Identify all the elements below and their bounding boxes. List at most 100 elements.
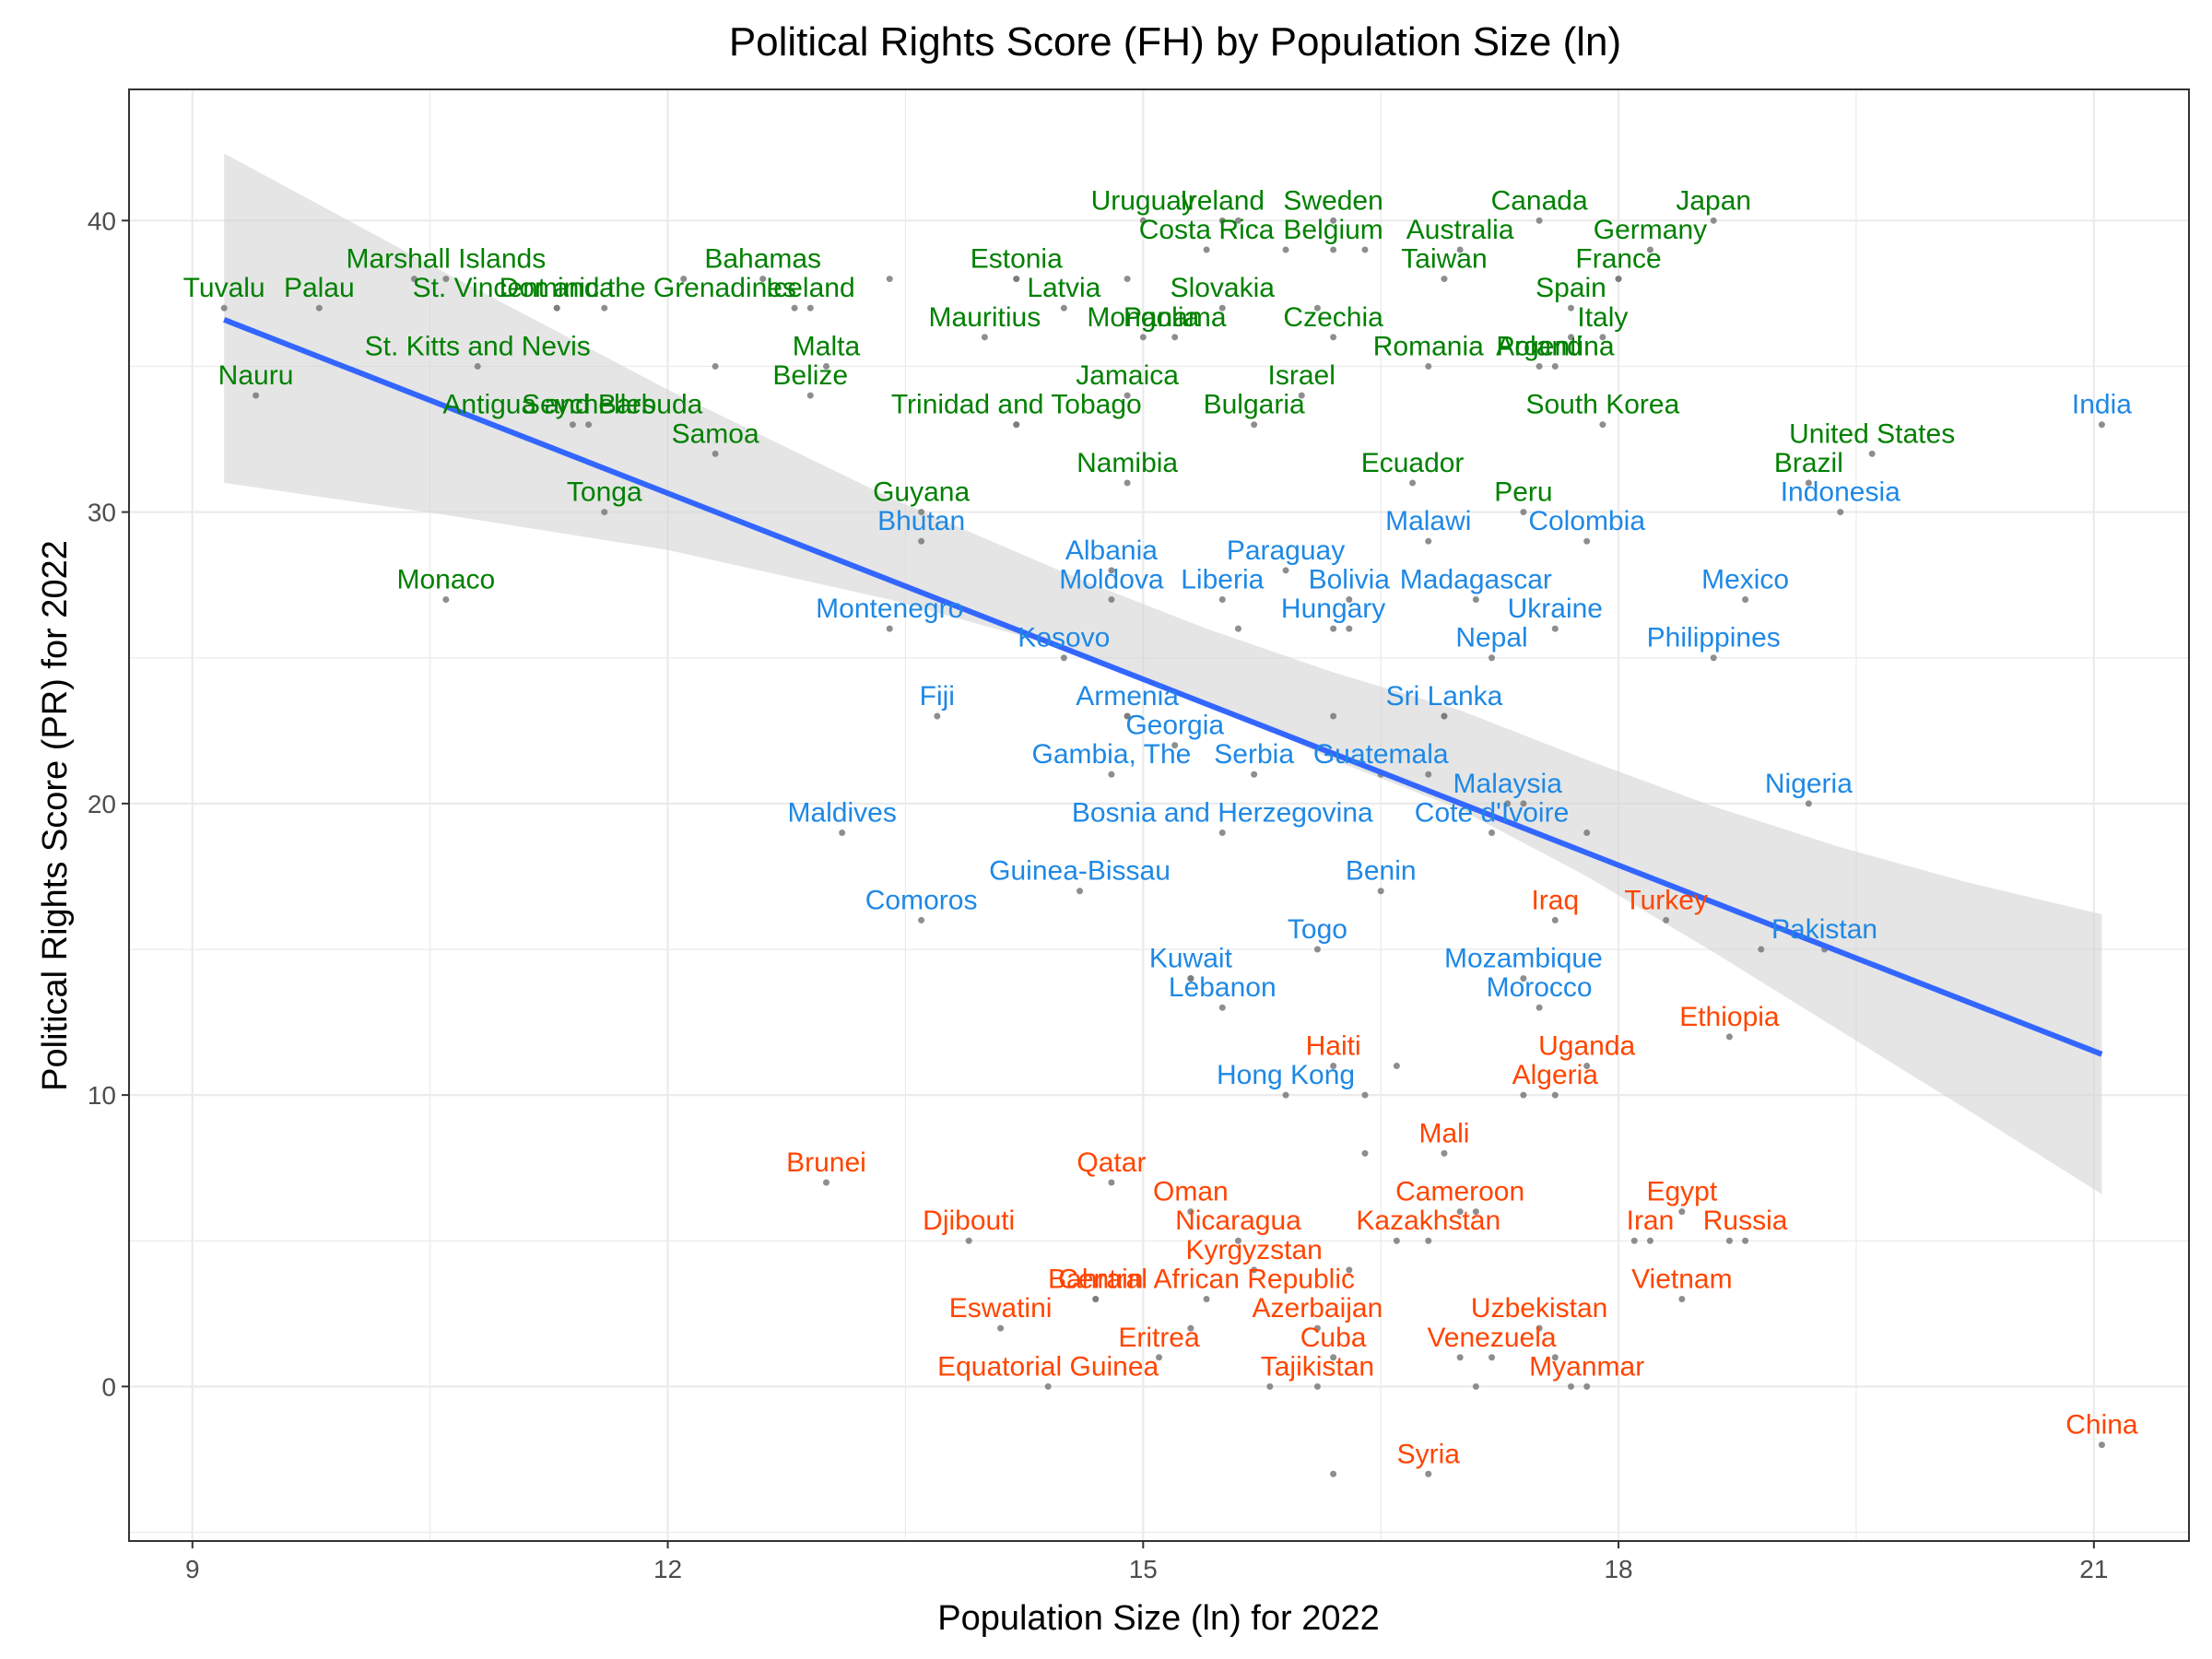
point-label: Bosnia and Herzegovina xyxy=(1072,797,1373,828)
point-label: Canada xyxy=(1491,185,1588,216)
data-point xyxy=(1108,771,1115,778)
point-label: Japan xyxy=(1676,185,1751,216)
data-point xyxy=(1551,625,1559,632)
point-label: Morocco xyxy=(1487,972,1593,1003)
point-label: Togo xyxy=(1288,914,1347,945)
data-point xyxy=(1282,246,1289,253)
data-point xyxy=(1251,771,1258,778)
data-point xyxy=(474,362,481,370)
data-point xyxy=(1678,1296,1686,1302)
point-label: Philippines xyxy=(1647,623,1781,653)
point-label: Sweden xyxy=(1283,185,1382,216)
point-label: Djibouti xyxy=(923,1206,1015,1236)
point-label: Italy xyxy=(1577,302,1628,333)
data-point xyxy=(1361,1149,1369,1157)
point-label: Estonia xyxy=(971,244,1063,275)
point-label: Kazakhstan xyxy=(1356,1206,1500,1236)
data-point xyxy=(1568,334,1574,341)
data-point xyxy=(1218,829,1226,836)
data-point xyxy=(1282,567,1289,574)
data-point xyxy=(1203,1296,1210,1302)
x-tick-label: 18 xyxy=(1604,1555,1632,1583)
data-point xyxy=(1330,1470,1337,1477)
data-point xyxy=(1742,595,1749,603)
point-label: Gambia, The xyxy=(1031,739,1191,770)
x-tick-label: 9 xyxy=(185,1555,200,1583)
data-point xyxy=(1520,800,1527,807)
point-label: Uganda xyxy=(1538,1030,1635,1061)
data-point xyxy=(1472,1382,1479,1390)
data-point xyxy=(981,334,988,341)
point-label: Iraq xyxy=(1531,885,1579,915)
data-point xyxy=(1139,334,1147,341)
point-label: Mexico xyxy=(1701,564,1789,594)
data-point xyxy=(1520,1091,1527,1099)
data-point xyxy=(997,1324,1005,1332)
plot-panel-border xyxy=(128,88,2190,1542)
point-label: Mauritius xyxy=(929,302,1041,333)
point-label: South Korea xyxy=(1525,390,1679,420)
point-label: Guyana xyxy=(873,477,970,508)
point-label: Liberia xyxy=(1181,564,1264,594)
data-point xyxy=(1551,1354,1559,1361)
point-label: Nauru xyxy=(218,360,294,391)
point-label: Mali xyxy=(1418,1118,1469,1148)
data-point xyxy=(1156,1354,1162,1361)
data-point xyxy=(1313,946,1321,953)
data-point xyxy=(1330,334,1337,341)
data-point xyxy=(442,276,450,283)
data-point xyxy=(1282,1091,1289,1099)
point-label: Trinidad and Tobago xyxy=(891,390,1142,420)
y-tick-label: 40 xyxy=(88,206,116,235)
data-point xyxy=(918,916,925,924)
point-label: Malaysia xyxy=(1453,769,1563,799)
point-label: Panama xyxy=(1124,302,1227,333)
data-point xyxy=(1568,304,1574,312)
point-label: Central African Republic xyxy=(1058,1265,1355,1295)
data-point xyxy=(1330,217,1337,224)
point-label: Monaco xyxy=(396,564,495,594)
data-point xyxy=(1805,800,1812,807)
point-label: China xyxy=(2065,1410,2138,1441)
point-label: Cote d'Ivoire xyxy=(1415,797,1569,828)
point-label: Brunei xyxy=(786,1147,866,1178)
point-label: Serbia xyxy=(1214,739,1294,770)
points xyxy=(220,217,2105,1477)
data-point xyxy=(1646,1237,1653,1244)
point-label: Egypt xyxy=(1646,1177,1717,1207)
data-point xyxy=(1187,1324,1194,1332)
point-label: Eswatini xyxy=(949,1293,1053,1324)
data-point xyxy=(1218,217,1226,224)
data-point xyxy=(680,276,688,283)
data-point xyxy=(410,276,418,283)
data-point xyxy=(1077,888,1084,895)
data-point xyxy=(1441,276,1448,283)
data-point xyxy=(601,304,608,312)
data-point xyxy=(1583,537,1591,545)
data-point xyxy=(1092,1296,1100,1302)
data-point xyxy=(1456,246,1464,253)
data-point xyxy=(1520,975,1527,982)
data-point xyxy=(1330,246,1337,253)
data-point xyxy=(253,392,260,399)
data-point xyxy=(1504,800,1512,807)
data-point xyxy=(712,450,719,457)
point-label: Eritrea xyxy=(1118,1323,1200,1353)
point-label: St. Kitts and Nevis xyxy=(365,331,591,361)
data-point xyxy=(1599,334,1606,341)
point-label: Tuvalu xyxy=(183,273,265,303)
point-label: Lebanon xyxy=(1169,972,1277,1003)
data-point xyxy=(1218,304,1226,312)
data-point xyxy=(1361,1091,1369,1099)
point-label: Iceland xyxy=(766,273,855,303)
data-point xyxy=(1298,392,1305,399)
data-point xyxy=(839,829,846,836)
x-tick-label: 21 xyxy=(2079,1555,2108,1583)
point-label: Nigeria xyxy=(1765,769,1853,799)
data-point xyxy=(1218,1004,1226,1011)
point-label: Hong Kong xyxy=(1217,1060,1355,1090)
point-label: Montenegro xyxy=(816,594,963,624)
data-point xyxy=(1108,595,1115,603)
data-point xyxy=(1251,421,1258,429)
point-label: Uzbekistan xyxy=(1471,1293,1607,1324)
